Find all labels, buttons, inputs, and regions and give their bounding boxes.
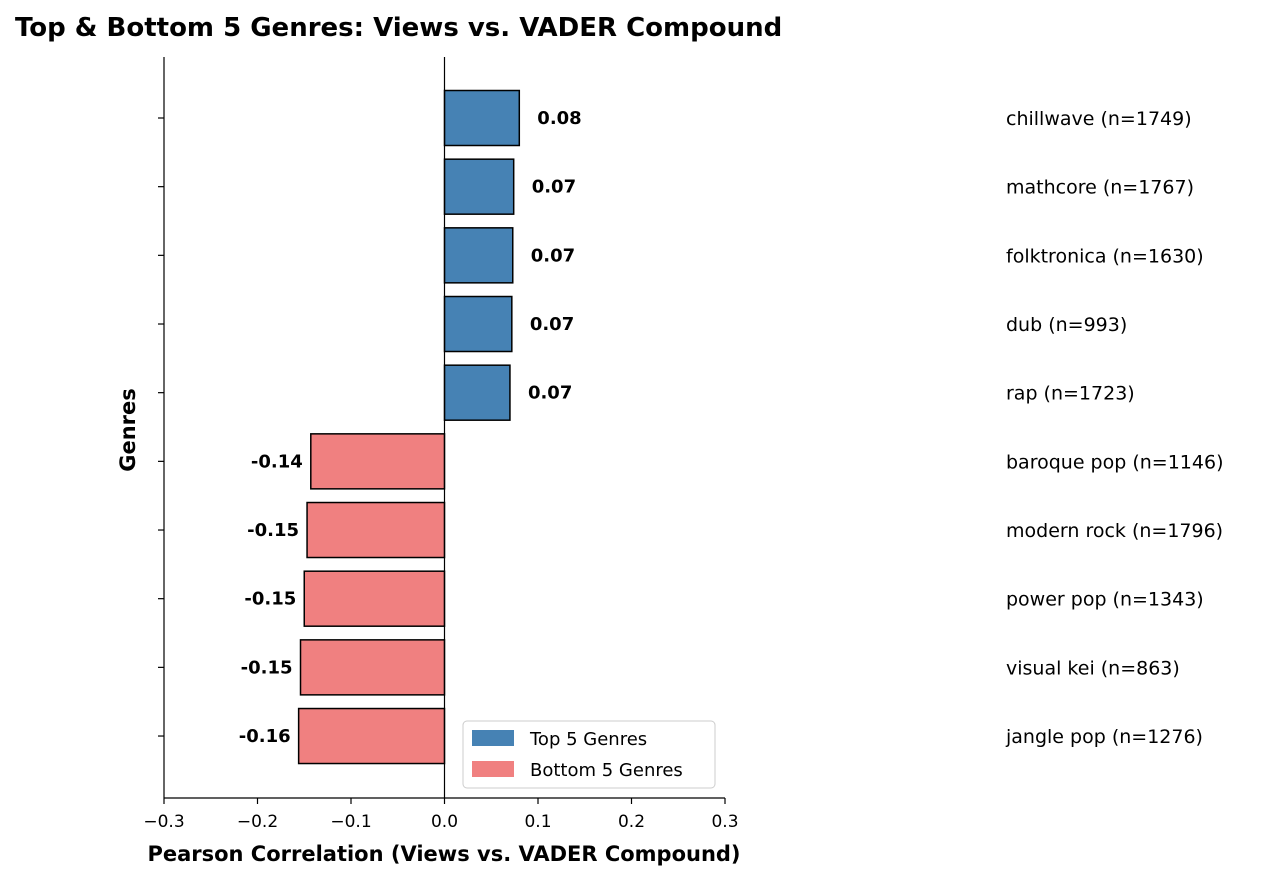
bar xyxy=(306,501,446,559)
value-label: 0.07 xyxy=(528,383,572,404)
legend-label: Bottom 5 Genres xyxy=(530,760,683,781)
x-tick-label: 0.1 xyxy=(524,812,551,832)
bar xyxy=(310,433,446,490)
legend: Top 5 Genres Bottom 5 Genres xyxy=(462,720,716,789)
legend-frame xyxy=(462,720,716,789)
value-label: -0.15 xyxy=(247,520,299,541)
genre-label: visual kei (n=863) xyxy=(1006,657,1180,679)
bar xyxy=(303,570,446,627)
genre-label: jangle pop (n=1276) xyxy=(1005,726,1203,748)
legend-label: Top 5 Genres xyxy=(529,729,647,750)
genre-label: folktronica (n=1630) xyxy=(1006,245,1204,267)
y-axis-label: Genres xyxy=(116,388,140,472)
bar xyxy=(443,227,514,284)
value-label: -0.15 xyxy=(244,589,296,610)
value-label: -0.16 xyxy=(239,726,291,747)
bar xyxy=(297,707,446,765)
genre-label: power pop (n=1343) xyxy=(1006,589,1204,611)
x-tick-label: −0.1 xyxy=(330,812,371,832)
x-tick-label: −0.3 xyxy=(143,812,184,832)
legend-swatch xyxy=(472,730,514,746)
genre-label: rap (n=1723) xyxy=(1006,383,1135,405)
value-label: 0.07 xyxy=(532,177,576,198)
x-tick-label: −0.2 xyxy=(237,812,278,832)
genre-label: baroque pop (n=1146) xyxy=(1006,451,1223,473)
genre-label: mathcore (n=1767) xyxy=(1006,177,1194,199)
value-label: 0.07 xyxy=(530,314,574,335)
value-label: 0.08 xyxy=(537,108,581,129)
bar xyxy=(299,639,446,696)
value-label: 0.07 xyxy=(531,245,575,266)
genre-label: dub (n=993) xyxy=(1006,314,1127,336)
bar xyxy=(443,295,513,353)
chart-title: Top & Bottom 5 Genres: Views vs. VADER C… xyxy=(15,13,782,43)
value-label: -0.15 xyxy=(241,657,293,678)
bar xyxy=(443,89,521,147)
x-tick-label: 0.2 xyxy=(618,812,645,832)
genre-label: modern rock (n=1796) xyxy=(1006,520,1223,542)
genre-label: chillwave (n=1749) xyxy=(1006,108,1192,130)
value-label: -0.14 xyxy=(251,451,303,472)
x-tick-label: 0.3 xyxy=(711,812,738,832)
bar xyxy=(443,364,511,421)
x-tick-label: 0.0 xyxy=(431,812,458,832)
legend-swatch xyxy=(472,761,514,777)
x-axis-label: Pearson Correlation (Views vs. VADER Com… xyxy=(147,842,740,866)
bar xyxy=(443,158,515,215)
plot-area: 0.08 chillwave (n=1749) 0.07 mathcore (n=17… xyxy=(143,57,1223,832)
